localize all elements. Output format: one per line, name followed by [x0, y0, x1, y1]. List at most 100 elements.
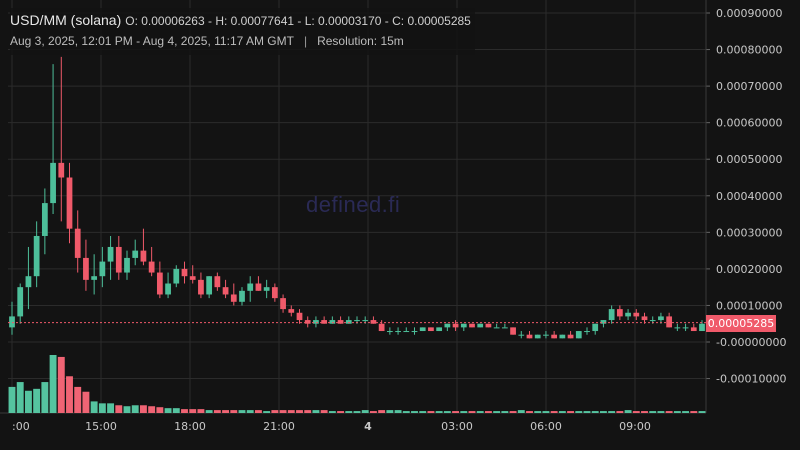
candle-body [444, 323, 451, 328]
last-price-label: 0.00005285 [706, 315, 776, 332]
volume-bar [33, 388, 41, 413]
candle-body [50, 162, 56, 204]
volume-bar [139, 405, 147, 413]
legend-info-row: Aug 3, 2025, 12:01 PM - Aug 4, 2025, 11:… [10, 31, 471, 51]
candle-body [173, 268, 180, 284]
volume-bar [222, 410, 230, 413]
volume-bar [558, 411, 566, 413]
ohlc-values: O: 0.00006263 - H: 0.00077641 - L: 0.000… [125, 14, 471, 28]
candle-body [460, 323, 467, 328]
date-range-label: Aug 3, 2025, 12:01 PM - Aug 4, 2025, 11:… [10, 34, 294, 48]
volume-bar [337, 411, 345, 413]
volume-bar [517, 410, 525, 413]
x-tick-label: 21:00 [263, 420, 295, 433]
volume-bar [238, 410, 246, 413]
x-tick-label: :00 [12, 420, 30, 433]
candle-body [658, 316, 664, 321]
volume-bar [419, 411, 427, 413]
candle-body [403, 331, 410, 333]
volume-bar [435, 411, 443, 413]
candle-body [592, 323, 599, 332]
volume-bar [230, 410, 238, 413]
volume-bar [427, 411, 435, 413]
x-tick-label: 03:00 [441, 420, 473, 433]
volume-bar [402, 411, 410, 413]
candle-body [477, 323, 484, 328]
candle-body [469, 323, 475, 328]
candle-body [115, 246, 122, 273]
volume-bar [624, 410, 632, 413]
y-tick-label: 0.00060000 [716, 117, 782, 130]
candle-body [690, 327, 697, 332]
volume-bar [66, 376, 73, 413]
candle-body [674, 327, 681, 329]
volume-bar [197, 409, 205, 413]
candle-body [214, 276, 221, 288]
volume-bar [542, 411, 550, 413]
candle-body [83, 257, 89, 280]
volume-bar [665, 411, 673, 413]
x-tick-label: 18:00 [174, 420, 206, 433]
volume-bar [57, 356, 65, 413]
volume-bar [156, 407, 164, 413]
candle-body [559, 334, 566, 339]
candle-body [436, 327, 443, 332]
candle-body [222, 287, 229, 295]
volume-bar [246, 410, 254, 413]
candle-body [239, 290, 245, 302]
candle-body [485, 323, 492, 328]
candle-body [534, 334, 541, 339]
candle-body [271, 287, 278, 299]
volume-bar [320, 410, 328, 413]
watermark-logo: defined.fi [306, 192, 401, 217]
candle-body [543, 334, 549, 336]
x-tick-label: 09:00 [619, 420, 651, 433]
volume-bar [378, 410, 386, 413]
candle-body [641, 316, 648, 321]
volume-bar [575, 411, 583, 413]
volume-bar [394, 410, 402, 413]
volume-bar [493, 411, 501, 413]
y-tick-label: 0.00010000 [716, 299, 782, 312]
volume-bar [90, 401, 98, 413]
volume-bar [682, 411, 690, 413]
candle-body [247, 283, 254, 291]
candle-body [419, 327, 426, 332]
candle-body [313, 320, 319, 324]
volume-bar [509, 411, 517, 413]
candle-body [510, 327, 516, 335]
volume-bar [657, 411, 665, 413]
candle-body [99, 261, 106, 277]
candle-body [41, 203, 48, 236]
volume-bar [550, 411, 558, 413]
candle-body [9, 316, 15, 328]
candle-body [181, 268, 188, 277]
volume-bar [534, 411, 542, 413]
candle-body [156, 272, 163, 295]
candle-body [329, 320, 336, 324]
candle-body [230, 294, 237, 302]
candle-body [386, 331, 393, 333]
candle-body [296, 312, 303, 321]
volume-bar [608, 411, 616, 413]
volume-bar [131, 405, 139, 413]
candle-body [66, 177, 73, 229]
volume-bar [649, 411, 657, 413]
volume-bar [123, 406, 131, 413]
candle-body [25, 276, 32, 288]
candle-body [501, 327, 508, 329]
volume-bar [312, 410, 320, 413]
candle-body [666, 316, 673, 328]
volume-bar [369, 411, 377, 413]
candle-body [148, 261, 155, 273]
candle-body [58, 162, 65, 178]
volume-bar [287, 410, 295, 413]
volume-bar [468, 411, 476, 413]
volume-bar [296, 410, 303, 413]
volume-bar [583, 411, 591, 413]
volume-bar [632, 411, 640, 413]
volume-bar [304, 410, 312, 413]
candle-body [74, 228, 81, 258]
